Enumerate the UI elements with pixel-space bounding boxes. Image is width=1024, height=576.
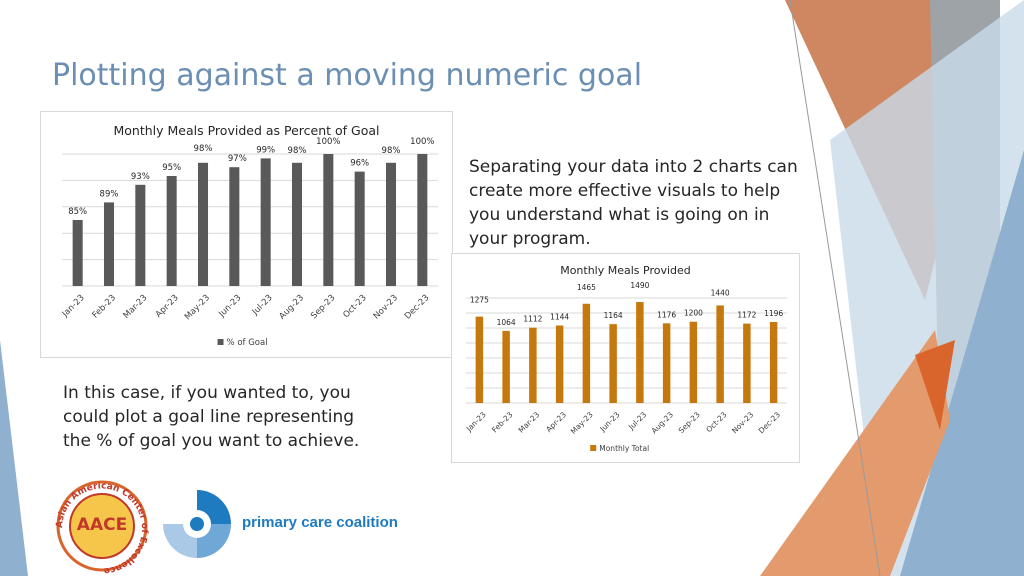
data-label: 95% [162, 163, 181, 173]
data-label: 97% [228, 154, 247, 164]
bar-Jul-23 [636, 302, 644, 403]
percent-of-goal-chart: Monthly Meals Provided as Percent of Goa… [40, 111, 453, 358]
explanation-text-right: Separating your data into 2 charts can c… [469, 157, 798, 249]
slide-title: Plotting against a moving numeric goal [52, 58, 643, 93]
bar-Jun-23 [609, 324, 617, 403]
bar-Aug-23 [662, 323, 671, 403]
bar-Dec-23 [417, 154, 428, 286]
pcc-logo-text: primary care coalition [242, 514, 398, 531]
x-tick-label: Nov-23 [372, 293, 400, 321]
pcc-logo-mark [163, 490, 231, 558]
chart-title: Monthly Meals Provided as Percent of Goa… [114, 123, 380, 138]
bar-Oct-23 [354, 171, 365, 286]
x-tick-label: Jul-23 [250, 293, 275, 318]
bar-Feb-23 [103, 202, 115, 286]
monthly-meals-chart: Monthly Meals Provided 1275 Jan-23 1064 Feb-… [451, 253, 800, 463]
data-label: 1196 [764, 309, 783, 318]
data-label: 1164 [604, 311, 623, 320]
x-tick-label: Jun-23 [216, 293, 243, 320]
x-tick-label: Apr-23 [544, 410, 568, 434]
legend-swatch [590, 445, 597, 451]
data-label: 1112 [523, 315, 542, 324]
data-label: 1275 [470, 296, 489, 305]
x-tick-label: Dec-23 [757, 410, 782, 435]
x-tick-label: Feb-23 [91, 293, 119, 321]
x-tick-label: Apr-23 [154, 293, 181, 320]
legend-label: Monthly Total [599, 444, 649, 453]
bar-Nov-23 [743, 323, 751, 403]
x-tick-label: Jun-23 [597, 410, 621, 434]
percent-of-goal-chart-svg: Monthly Meals Provided as Percent of Goa… [60, 123, 438, 348]
deco-line [789, 0, 881, 576]
x-tick-label: Aug-23 [277, 293, 306, 322]
aace-logo-text: AACE [77, 515, 127, 535]
data-label: 1144 [550, 313, 569, 322]
data-label: 100% [410, 137, 434, 147]
legend-swatch [217, 339, 224, 345]
legend: Monthly Total [590, 444, 649, 453]
x-tick-label: May-23 [183, 293, 212, 322]
x-tick-label: Oct-23 [341, 293, 368, 320]
data-label: 98% [288, 146, 307, 156]
x-tick-label: Sep-23 [677, 410, 702, 435]
data-label: 99% [256, 145, 275, 155]
data-label: 93% [131, 172, 150, 182]
bar-Jan-23 [475, 316, 484, 403]
bar-May-23 [197, 162, 209, 286]
bar-Apr-23 [166, 176, 177, 286]
deco-left-blue [0, 340, 28, 576]
aace-logo: Asian American Center of Excellence AACE [55, 480, 149, 576]
bar-Dec-23 [769, 321, 778, 403]
bar-Mar-23 [135, 184, 146, 286]
x-tick-label: Oct-23 [704, 410, 728, 434]
x-tick-label: Aug-23 [650, 410, 676, 436]
data-label: 98% [194, 144, 213, 154]
x-tick-label: Mar-23 [517, 410, 542, 435]
bar-May-23 [582, 303, 591, 403]
data-label: 98% [382, 146, 401, 156]
data-label: 1176 [657, 310, 676, 319]
x-tick-label: Feb-23 [490, 410, 515, 435]
x-tick-label: Sep-23 [309, 293, 337, 321]
deco-orange-accent [915, 340, 955, 430]
bar-Apr-23 [555, 325, 564, 403]
data-label: 96% [350, 159, 369, 169]
data-label: 1465 [577, 283, 596, 292]
monthly-meals-chart-svg: Monthly Meals Provided 1275 Jan-23 1064 Feb-… [464, 264, 787, 453]
bar-Jun-23 [229, 167, 240, 286]
x-tick-label: Nov-23 [730, 410, 755, 435]
data-label: 1172 [737, 311, 756, 320]
x-tick-label: Jan-23 [464, 410, 488, 434]
x-tick-label: Mar-23 [122, 293, 150, 321]
bar-Aug-23 [291, 162, 303, 286]
bar-Sep-23 [689, 321, 698, 403]
bar-Nov-23 [385, 162, 397, 286]
data-label: 89% [100, 189, 119, 199]
legend-label: % of Goal [227, 338, 268, 348]
bar-Jul-23 [260, 158, 271, 286]
x-tick-label: Dec-23 [403, 293, 432, 322]
explanation-text-left: In this case, if you wanted to, you coul… [63, 383, 360, 451]
bar-Sep-23 [323, 154, 334, 286]
chart-title: Monthly Meals Provided [560, 264, 691, 277]
data-label: 100% [316, 137, 340, 147]
bar-Mar-23 [529, 327, 537, 403]
legend: % of Goal [217, 338, 268, 348]
data-label: 1064 [497, 318, 516, 327]
data-label: 85% [68, 207, 87, 217]
bar-Jan-23 [72, 220, 83, 286]
deco-orange-lower [760, 330, 950, 576]
x-tick-label: May-23 [569, 410, 595, 436]
x-tick-label: Jul-23 [626, 410, 648, 432]
x-tick-label: Jan-23 [60, 293, 87, 320]
data-label: 1440 [711, 288, 730, 297]
bar-Oct-23 [716, 305, 724, 403]
bar-Feb-23 [502, 330, 510, 403]
data-label: 1200 [684, 309, 703, 318]
deco-blue-panel [900, 150, 1024, 576]
data-label: 1490 [630, 281, 649, 290]
logos-area: Asian American Center of Excellence AACE [55, 480, 231, 576]
